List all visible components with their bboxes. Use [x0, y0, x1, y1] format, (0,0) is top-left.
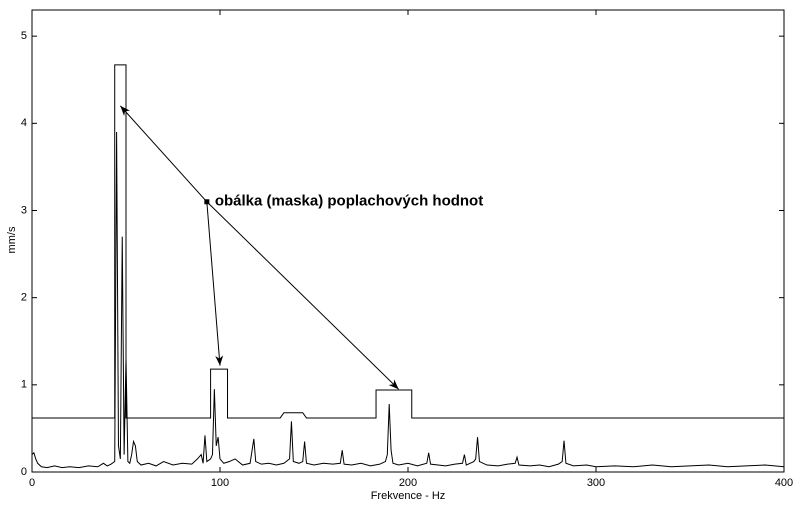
series-line	[32, 64, 784, 419]
x-tick-label: 400	[775, 477, 793, 489]
y-tick-label: 3	[21, 204, 27, 216]
y-tick-label: 0	[21, 466, 27, 478]
y-tick-label: 1	[21, 379, 27, 391]
y-tick-label: 5	[21, 30, 27, 42]
annotation-arrow	[206, 201, 224, 366]
x-tick-label: 0	[29, 477, 35, 489]
x-axis-label: Frekvence - Hz	[371, 490, 446, 502]
annotation-arrow	[119, 105, 208, 203]
x-tick-label: 300	[587, 477, 605, 489]
y-axis-label: mm/s	[6, 226, 18, 253]
annotation-arrow	[206, 201, 399, 390]
annotation-text: obálka (maska) poplachových hodnot	[215, 193, 483, 210]
annotation-point	[204, 199, 210, 205]
y-tick-label: 2	[21, 292, 27, 304]
y-tick-label: 4	[21, 117, 27, 129]
x-tick-label: 200	[399, 477, 417, 489]
series-line	[31, 132, 785, 469]
x-tick-label: 100	[211, 477, 229, 489]
